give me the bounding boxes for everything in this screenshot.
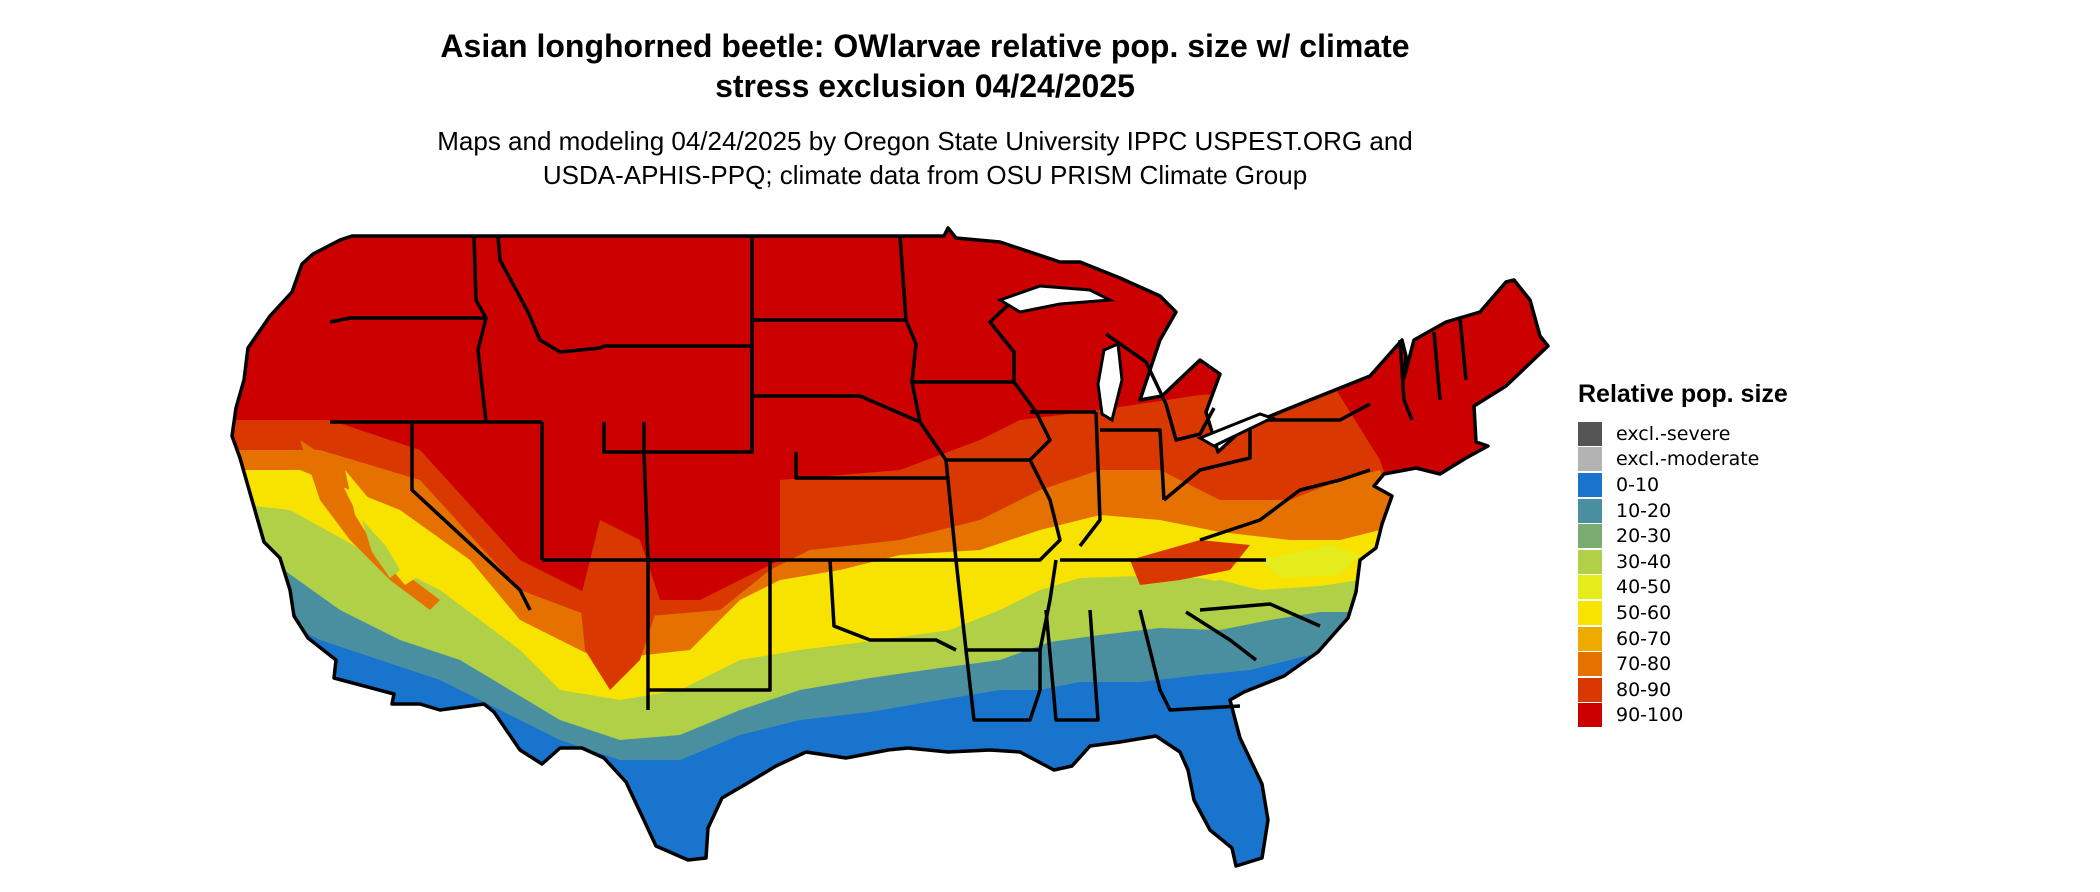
legend: Relative pop. size excl.-severe excl.-mod…	[1578, 380, 1788, 728]
legend-label: 10-20	[1616, 499, 1672, 522]
border-ca-nv	[410, 422, 532, 611]
legend-label: 90-100	[1616, 704, 1684, 727]
legend-items: excl.-severe excl.-moderate 0-10 10-20 20-30…	[1578, 421, 1788, 728]
border-ok-tx	[828, 559, 957, 652]
legend-swatch	[1578, 472, 1602, 497]
legend-item: 0-10	[1578, 472, 1788, 498]
map-title: Asian longhorned beetle: OWlarvae relati…	[0, 26, 1850, 106]
border-nc-sc	[1199, 602, 1321, 628]
legend-item: 70-80	[1578, 651, 1788, 677]
zone-50-60-california	[345, 470, 420, 585]
zone-80-90-rockies	[580, 520, 660, 690]
legend-item: excl.-severe	[1578, 421, 1788, 447]
border-id	[472, 235, 488, 423]
border-ny-ne	[1398, 339, 1414, 421]
border-mi-peninsula	[1104, 332, 1216, 442]
legend-swatch	[1578, 498, 1602, 523]
border-il-in	[1078, 411, 1102, 548]
lake-erie	[1196, 412, 1276, 448]
legend-item: 60-70	[1578, 626, 1788, 652]
lake-superior	[996, 284, 1116, 314]
legend-label: excl.-moderate	[1616, 448, 1760, 471]
border-ga-sc	[1185, 610, 1258, 662]
legend-swatch	[1578, 524, 1602, 549]
legend-label: 50-60	[1616, 601, 1672, 624]
border-ne-ks	[794, 452, 946, 480]
border-oh-pa-wv	[1162, 420, 1252, 502]
legend-item: 10-20	[1578, 498, 1788, 524]
legend-item: 90-100	[1578, 703, 1788, 729]
legend-swatch	[1578, 703, 1602, 728]
border-id-mt	[496, 235, 605, 354]
state-borders	[230, 226, 1550, 868]
border-mo	[944, 459, 1062, 562]
legend-swatch	[1578, 447, 1602, 472]
us-outline	[230, 226, 1550, 868]
legend-swatch	[1578, 600, 1602, 625]
legend-title: Relative pop. size	[1578, 380, 1788, 408]
legend-item: 30-40	[1578, 549, 1788, 575]
zone-80-90-appalachian	[1130, 540, 1250, 585]
legend-swatch	[1578, 575, 1602, 600]
legend-item: 80-90	[1578, 677, 1788, 703]
border-va	[1199, 468, 1371, 542]
border-nm-tx	[648, 560, 772, 692]
border-ms-al	[1044, 609, 1100, 722]
border-in-oh	[1100, 428, 1166, 501]
border-pa-ny	[1246, 402, 1371, 422]
legend-label: 70-80	[1616, 653, 1672, 676]
border-mn	[898, 235, 1022, 384]
legend-item: excl.-moderate	[1578, 447, 1788, 473]
zone-70-80-california	[300, 440, 440, 610]
legend-label: 80-90	[1616, 678, 1672, 701]
map-subtitle: Maps and modeling 04/24/2025 by Oregon S…	[0, 124, 1850, 192]
legend-item: 20-30	[1578, 523, 1788, 549]
legend-item: 50-60	[1578, 600, 1788, 626]
map-title-line-1: Asian longhorned beetle: OWlarvae relati…	[440, 28, 1410, 64]
border-wa-or	[329, 316, 486, 324]
legend-label: 40-50	[1616, 576, 1672, 599]
map-subtitle-line-1: Maps and modeling 04/24/2025 by Oregon S…	[437, 126, 1413, 156]
map-title-line-2: stress exclusion 04/24/2025	[715, 68, 1135, 104]
legend-label: 60-70	[1616, 627, 1672, 650]
zone-30-40-central-valley	[362, 520, 400, 578]
legend-label: 0-10	[1616, 473, 1660, 496]
great-lakes	[996, 284, 1276, 448]
border-al-ga	[1138, 609, 1241, 712]
zone-40-50-carolina	[1260, 545, 1360, 578]
lake-michigan	[1096, 341, 1124, 423]
legend-label: 30-40	[1616, 550, 1672, 573]
legend-swatch	[1578, 626, 1602, 651]
border-sd-ne	[752, 394, 921, 424]
border-vt-nh-me	[1432, 317, 1468, 401]
legend-item: 40-50	[1578, 575, 1788, 601]
legend-swatch	[1578, 549, 1602, 574]
legend-label: excl.-severe	[1616, 422, 1731, 445]
legend-label: 20-30	[1616, 525, 1672, 548]
border-la	[964, 649, 1042, 722]
map-subtitle-line-2: USDA-APHIS-PPQ; climate data from OSU PR…	[542, 160, 1308, 190]
legend-swatch	[1578, 677, 1602, 702]
legend-swatch	[1578, 421, 1602, 446]
legend-swatch	[1578, 652, 1602, 677]
